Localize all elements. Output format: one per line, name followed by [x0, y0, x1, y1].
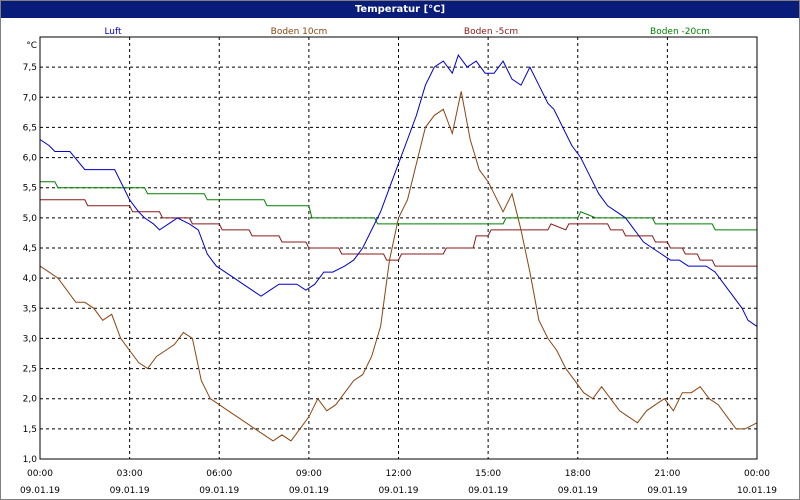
y-tick-label: 2,5	[23, 365, 37, 375]
y-tick-label: 3,5	[23, 304, 37, 314]
y-tick-label: 7,5	[23, 63, 37, 73]
series-lines	[39, 54, 758, 442]
x-tick-time: 00:00	[744, 469, 770, 479]
x-tick-time: 00:00	[27, 469, 53, 479]
x-tick-date: 09.01.19	[558, 486, 598, 496]
plot-border	[39, 36, 758, 460]
x-tick-time: 09:00	[296, 469, 322, 479]
x-tick-date: 10.01.19	[737, 486, 777, 496]
chart-title: Temperatur [°C]	[1, 1, 799, 18]
legend: Luft Boden 10cm Boden -5cm Boden -20cm	[104, 27, 710, 37]
legend-entry-boden-20cm: Boden -20cm	[650, 27, 710, 37]
legend-entry-boden-10cm: Boden 10cm	[271, 27, 328, 37]
series-line-boden-5cm	[40, 199, 757, 267]
y-tick-label: 3,0	[23, 334, 38, 344]
y-tick-label: 5,0	[23, 214, 38, 224]
y-tick-label: 4,5	[23, 244, 37, 254]
y-tick-label: 1,5	[23, 425, 37, 435]
x-tick-date: 09.01.19	[20, 486, 60, 496]
x-tick-date: 09.01.19	[110, 486, 150, 496]
x-tick-date: 09.01.19	[289, 486, 329, 496]
y-tick-label: 6,5	[23, 123, 37, 133]
legend-entry-boden-5cm: Boden -5cm	[464, 27, 518, 37]
series-line-luft	[39, 54, 758, 327]
x-tick-date: 09.01.19	[647, 486, 687, 496]
y-axis-ticks: 1,0 1,5 2,0 2,5 3,0 3,5 4,0 4,5 5,0 5,5 6,0 6,5 7,0 7…	[23, 63, 38, 465]
y-axis-label: °C	[26, 41, 37, 51]
y-tick-label: 2,0	[23, 395, 38, 405]
y-tick-label: 1,0	[23, 455, 38, 465]
x-tick-time: 21:00	[654, 469, 680, 479]
y-tick-label: 6,0	[23, 154, 38, 164]
x-tick-date: 09.01.19	[468, 486, 508, 496]
series-line-boden-10cm	[39, 91, 758, 442]
x-tick-date: 09.01.19	[199, 486, 239, 496]
grid	[40, 37, 757, 459]
x-axis-ticks: 00:00 09.01.19 03:00 09.01.19 06:00 09.01.19 0…	[20, 469, 777, 496]
legend-entry-luft: Luft	[104, 27, 122, 37]
x-tick-time: 06:00	[206, 469, 232, 479]
x-tick-time: 15:00	[475, 469, 501, 479]
x-tick-time: 18:00	[565, 469, 591, 479]
y-tick-label: 4,0	[23, 274, 38, 284]
y-tick-label: 5,5	[23, 184, 37, 194]
x-tick-date: 09.01.19	[378, 486, 418, 496]
series-line-boden-20cm	[40, 181, 757, 231]
x-tick-time: 12:00	[386, 469, 412, 479]
y-tick-label: 7,0	[23, 93, 38, 103]
x-tick-time: 03:00	[117, 469, 143, 479]
